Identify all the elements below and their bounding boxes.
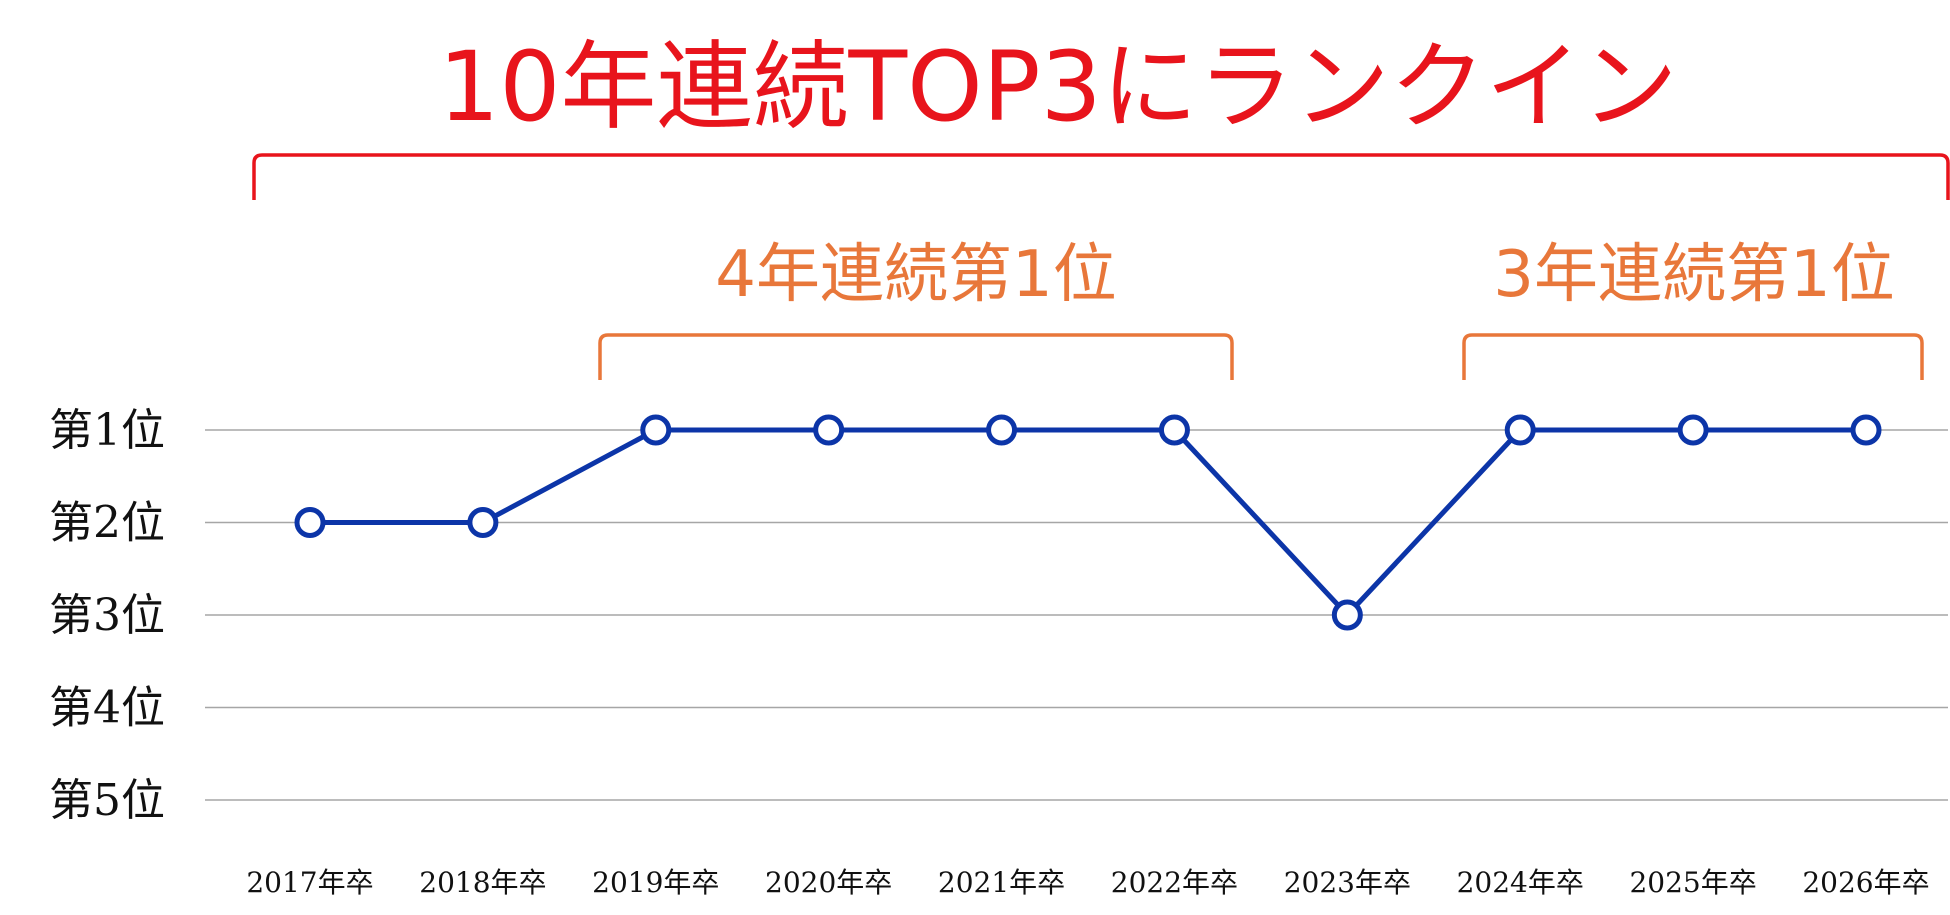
x-tick-label: 2025年卒	[1629, 866, 1756, 899]
data-point	[1504, 414, 1536, 446]
gridlines	[205, 429, 1948, 801]
data-point	[1677, 414, 1709, 446]
data-point	[1158, 414, 1190, 446]
y-tick-label: 第2位	[49, 498, 165, 549]
data-point	[467, 507, 499, 538]
x-tick-label: 2017年卒	[246, 866, 373, 899]
x-axis-labels: 2017年卒 2018年卒 2019年卒 2020年卒 2021年卒 2022年卒 2023…	[246, 866, 1929, 899]
x-tick-label: 2024年卒	[1457, 866, 1584, 899]
data-point	[294, 507, 326, 538]
annotation-3-years-first: 3年連続第1位	[1493, 238, 1894, 312]
x-tick-label: 2026年卒	[1802, 866, 1929, 899]
series-polyline	[310, 427, 1866, 618]
y-tick-label: 第5位	[49, 775, 165, 826]
annotation-4-years-bracket	[598, 333, 1234, 380]
series-line	[310, 427, 1866, 618]
x-tick-label: 2022年卒	[1111, 866, 1238, 899]
y-tick-label: 第3位	[49, 590, 165, 641]
data-point	[986, 414, 1018, 446]
data-point	[640, 414, 672, 446]
y-tick-label: 第4位	[49, 683, 165, 734]
y-tick-label: 第1位	[49, 405, 165, 456]
top3-bracket	[252, 153, 1950, 200]
annotation-4-years-first: 4年連続第1位	[715, 238, 1116, 312]
x-tick-label: 2020年卒	[765, 866, 892, 899]
data-point	[1331, 599, 1363, 631]
annotation-3-years-bracket	[1462, 333, 1924, 380]
series-points	[294, 414, 1882, 631]
data-point	[1850, 414, 1882, 446]
x-tick-label: 2018年卒	[419, 866, 546, 899]
data-point	[813, 414, 845, 446]
x-tick-label: 2019年卒	[592, 866, 719, 899]
x-tick-label: 2023年卒	[1284, 866, 1411, 899]
chart-title: 10年連続TOP3にランクイン	[438, 31, 1677, 143]
x-tick-label: 2021年卒	[938, 866, 1065, 899]
